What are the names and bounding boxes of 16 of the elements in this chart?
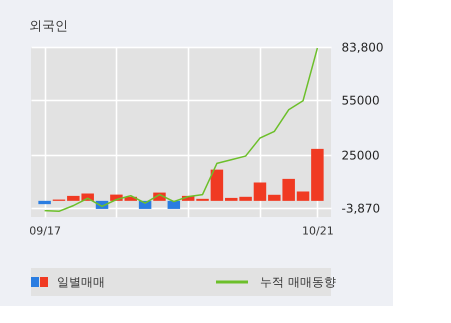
bar bbox=[67, 196, 80, 201]
line-series bbox=[44, 47, 318, 212]
x-tick-label: 09/17 bbox=[29, 224, 61, 238]
bar bbox=[168, 200, 180, 209]
legend-label: 누적 매매동향 bbox=[260, 275, 336, 289]
bar bbox=[268, 194, 281, 201]
y-tick-label: 25000 bbox=[342, 148, 380, 162]
legend-label: 일별매매 bbox=[57, 275, 105, 289]
bar bbox=[282, 178, 295, 201]
y-tick-label: 55000 bbox=[342, 93, 380, 108]
bar bbox=[225, 198, 238, 201]
chart-title: 외국인 bbox=[28, 19, 68, 34]
y-tick-label: 83,800 bbox=[342, 40, 384, 54]
x-tick-label: 10/21 bbox=[302, 224, 334, 238]
bar bbox=[38, 200, 51, 204]
y-tick-label: -3,870 bbox=[342, 201, 380, 216]
